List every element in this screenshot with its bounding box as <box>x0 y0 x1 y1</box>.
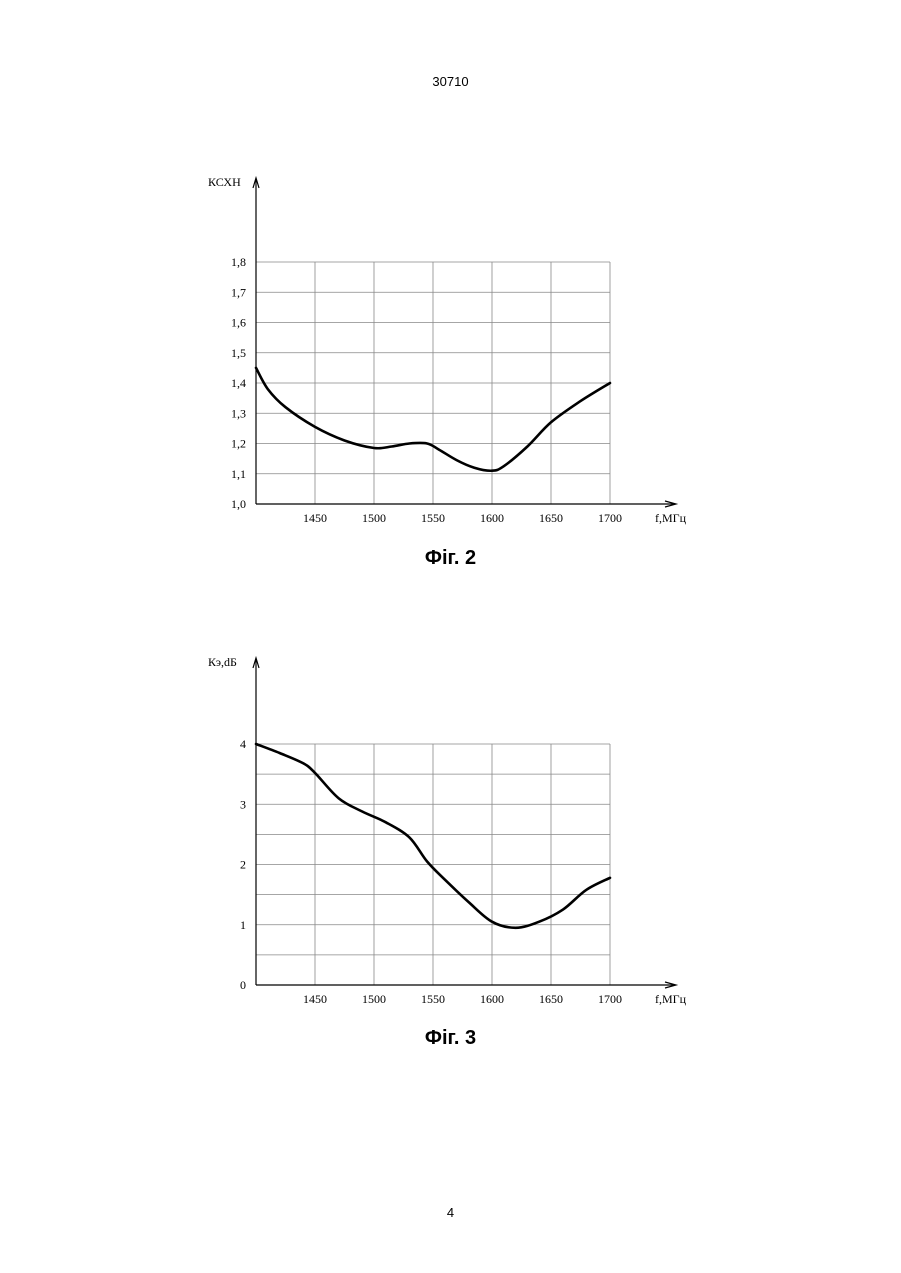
y-tick-label: 2 <box>240 858 246 872</box>
gain-chart: 0 1 2 3 4 1450 1500 1550 1600 1650 1700 Кэ,dБ f,МГц <box>0 640 901 1020</box>
y-tick-label: 1,3 <box>231 406 246 420</box>
y-tick-label: 1,4 <box>231 376 246 390</box>
y-axis-label: КСХН <box>208 175 241 189</box>
y-tick-label: 0 <box>240 978 246 992</box>
y-axis-label: Кэ,dБ <box>208 655 237 669</box>
x-tick-label: 1700 <box>598 992 622 1006</box>
y-tick-label: 1,0 <box>231 497 246 511</box>
y-tick-label: 4 <box>240 737 246 751</box>
x-tick-label: 1600 <box>480 511 504 525</box>
y-tick-label: 1,8 <box>231 255 246 269</box>
x-tick-label: 1600 <box>480 992 504 1006</box>
y-tick-label: 1,6 <box>231 316 246 330</box>
y-tick-label: 3 <box>240 797 246 811</box>
vswr-chart: 1,0 1,1 1,2 1,3 1,4 1,5 1,6 1,7 1,8 1450 1500 1550 1… <box>0 160 901 540</box>
x-tick-label: 1500 <box>362 511 386 525</box>
x-tick-label: 1550 <box>421 992 445 1006</box>
x-tick-label: 1450 <box>303 992 327 1006</box>
grid <box>256 262 610 504</box>
x-tick-label: 1650 <box>539 511 563 525</box>
x-tick-label: 1500 <box>362 992 386 1006</box>
figure-2-caption: Фіг. 2 <box>0 547 901 570</box>
x-tick-label: 1650 <box>539 992 563 1006</box>
x-tick-label: 1700 <box>598 511 622 525</box>
y-tick-label: 1,5 <box>231 346 246 360</box>
y-tick-label: 1 <box>240 918 246 932</box>
figure-3-caption: Фіг. 3 <box>0 1027 901 1050</box>
x-tick-label: 1450 <box>303 511 327 525</box>
axes <box>253 178 676 507</box>
x-tick-label: 1550 <box>421 511 445 525</box>
y-tick-label: 1,1 <box>231 467 246 481</box>
x-axis-label: f,МГц <box>655 992 687 1006</box>
grid <box>256 744 610 985</box>
y-tick-label: 1,7 <box>231 285 246 299</box>
axes <box>253 658 676 988</box>
y-tick-label: 1,2 <box>231 437 246 451</box>
document-number: 30710 <box>0 74 901 89</box>
page-number: 4 <box>0 1205 901 1220</box>
x-axis-label: f,МГц <box>655 511 687 525</box>
